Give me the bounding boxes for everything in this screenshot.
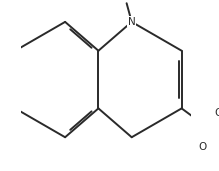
Text: O: O (215, 108, 219, 118)
Text: N: N (128, 17, 136, 27)
Text: O: O (199, 142, 207, 152)
